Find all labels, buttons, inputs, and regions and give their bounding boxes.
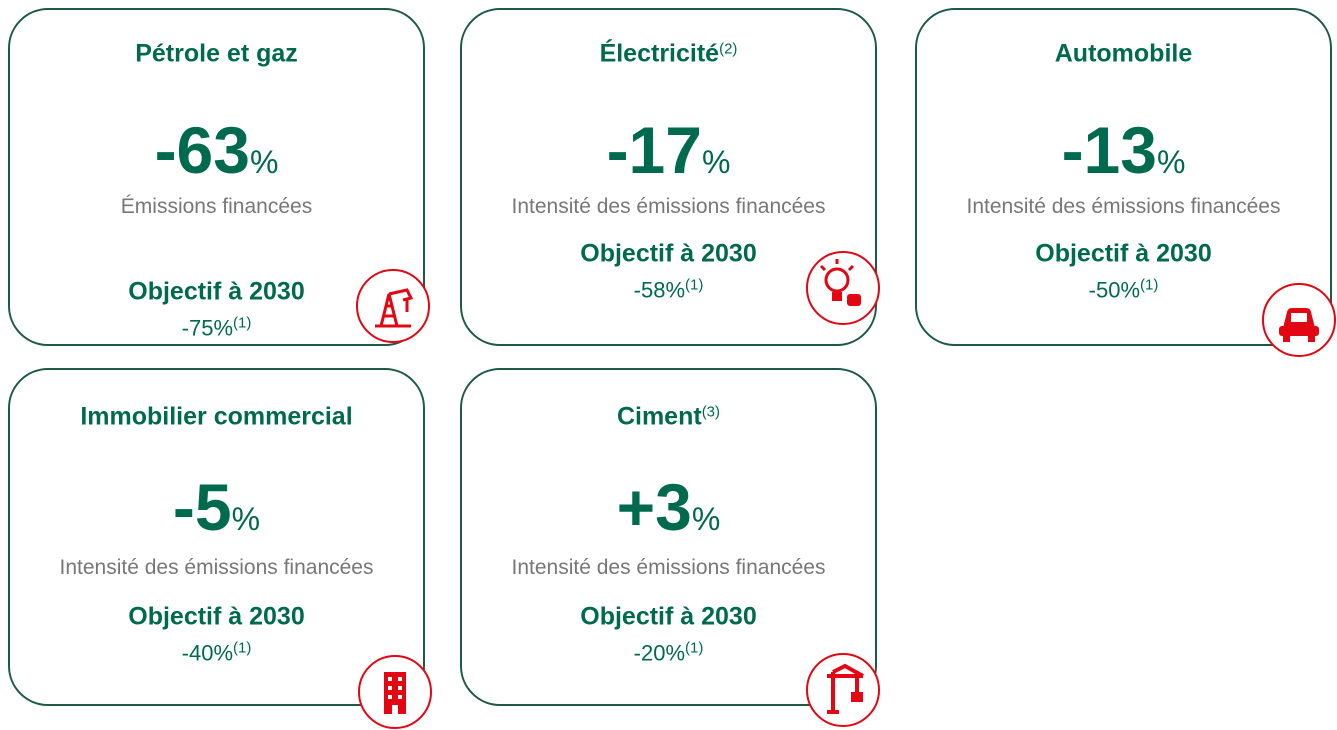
target-label: Objectif à 2030 xyxy=(580,239,757,268)
metric-label: Intensité des émissions financées xyxy=(59,556,374,579)
target-note: (1) xyxy=(233,639,252,657)
card: Ciment(3) +3% Intensité des émissions fina… xyxy=(460,368,880,727)
target-note: (1) xyxy=(685,276,704,294)
card: Immobilier commercial -5% Intensité des ém… xyxy=(8,368,432,729)
title-note: (2) xyxy=(719,40,738,58)
value-number: -5 xyxy=(172,470,232,544)
sector-icon xyxy=(1262,283,1336,357)
target-note: (1) xyxy=(685,639,704,657)
target: -50%(1) xyxy=(907,277,1337,304)
target: -58%(1) xyxy=(452,277,885,304)
target-value: -40% xyxy=(181,640,233,666)
sector-icon xyxy=(806,653,880,727)
sector-icon xyxy=(358,655,432,729)
value-unit: % xyxy=(1156,144,1186,180)
card: Automobile -13% Intensité des émissions fi… xyxy=(915,8,1336,357)
title-text: Ciment xyxy=(616,402,702,431)
target-value: -75% xyxy=(181,315,233,341)
target-label: Objectif à 2030 xyxy=(128,602,305,631)
target-label: Objectif à 2030 xyxy=(580,602,757,631)
sector-icon xyxy=(806,251,880,325)
value-unit: % xyxy=(701,144,731,180)
title-text: Immobilier commercial xyxy=(80,402,353,431)
title-text: Pétrole et gaz xyxy=(135,39,298,68)
value-unit: % xyxy=(691,501,721,537)
card-title: Immobilier commercial xyxy=(0,403,433,432)
target-value: -58% xyxy=(633,277,685,303)
target: -75%(1) xyxy=(0,315,433,342)
value-unit: % xyxy=(249,144,279,180)
value-number: +3 xyxy=(616,470,692,544)
target-label: Objectif à 2030 xyxy=(128,277,305,306)
metric-label: Intensité des émissions financées xyxy=(511,556,826,579)
card-title: Automobile xyxy=(907,40,1337,69)
card: Pétrole et gaz -63% Émissions financées Obj… xyxy=(8,8,430,346)
card-value: -5% xyxy=(0,469,433,545)
card-value: -13% xyxy=(907,112,1337,188)
card-value: +3% xyxy=(452,469,885,545)
value-number: -17 xyxy=(606,113,702,187)
card-value: -63% xyxy=(0,112,433,188)
target-note: (1) xyxy=(233,314,252,332)
card-title: Pétrole et gaz xyxy=(0,40,433,69)
target-note: (1) xyxy=(1140,276,1159,294)
card-title: Ciment(3) xyxy=(452,403,885,432)
metric-label: Émissions financées xyxy=(120,195,313,218)
target: -20%(1) xyxy=(452,640,885,667)
target: -40%(1) xyxy=(0,640,433,667)
title-note: (3) xyxy=(701,403,721,421)
sector-icon xyxy=(356,269,430,343)
card: Électricité(2) -17% Intensité des émission… xyxy=(460,8,880,346)
title-text: Électricité xyxy=(599,39,720,68)
target-value: -20% xyxy=(633,640,685,666)
value-number: -13 xyxy=(1061,113,1157,187)
card-title: Électricité(2) xyxy=(452,40,885,69)
value-number: -63 xyxy=(154,113,250,187)
metric-label: Intensité des émissions financées xyxy=(511,195,826,218)
target-value: -50% xyxy=(1088,277,1140,303)
value-unit: % xyxy=(231,501,261,537)
target-label: Objectif à 2030 xyxy=(1035,239,1212,268)
title-text: Automobile xyxy=(1054,39,1193,68)
card-value: -17% xyxy=(452,112,885,188)
metric-label: Intensité des émissions financées xyxy=(966,195,1281,218)
